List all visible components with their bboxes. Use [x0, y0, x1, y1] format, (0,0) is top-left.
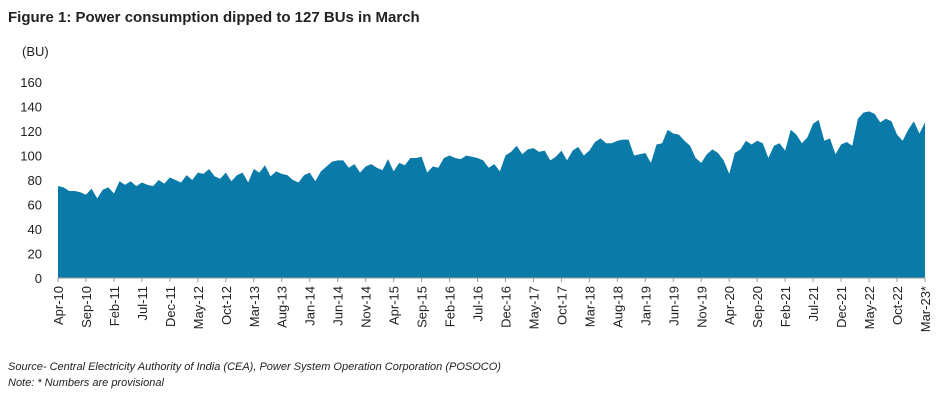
x-tick-label: Dec-21 [834, 286, 849, 328]
x-tick-label: Jul-11 [135, 286, 150, 320]
x-tick-label: Feb-21 [778, 286, 793, 327]
y-tick-label: 80 [28, 173, 42, 188]
x-tick-label: Jan-19 [638, 286, 653, 326]
note: Note: * Numbers are provisional [8, 377, 164, 389]
x-tick-label: Nov-14 [359, 286, 374, 328]
x-tick-label: Mar-13 [247, 286, 262, 327]
x-tick-label: Mar-18 [582, 286, 597, 327]
y-axis-label: (BU) [22, 44, 49, 59]
y-tick-label: 140 [20, 100, 42, 115]
y-tick-label: 60 [28, 198, 42, 213]
x-tick-label: Dec-11 [163, 286, 178, 327]
x-tick-label: Oct-22 [890, 286, 905, 325]
x-tick-label: Jul-21 [806, 286, 821, 321]
source: Source- Central Electricity Authority of… [8, 361, 501, 373]
x-tick-label: Sep-15 [415, 286, 430, 328]
x-tick-label: Feb-11 [107, 286, 122, 326]
y-tick-label: 0 [35, 271, 42, 286]
x-tick-label: May-22 [862, 286, 877, 329]
x-tick-label: Apr-15 [387, 286, 402, 325]
x-tick-label: Jul-16 [471, 286, 486, 321]
x-tick-label: Apr-10 [51, 286, 66, 325]
y-tick-label: 20 [28, 247, 42, 262]
chart-title: Figure 1: Power consumption dipped to 12… [8, 9, 420, 26]
x-tick-label: Dec-16 [498, 286, 513, 328]
x-tick-label: Aug-18 [610, 286, 625, 328]
x-tick-label: Oct-17 [554, 286, 569, 325]
x-tick-label: Mar-23* [918, 286, 933, 332]
x-tick-label: Feb-16 [443, 286, 458, 327]
y-tick-label: 40 [28, 222, 42, 237]
x-tick-label: Jun-14 [331, 286, 346, 326]
y-tick-label: 160 [20, 75, 42, 90]
x-tick-label: Jun-19 [666, 286, 681, 326]
x-tick-label: Sep-10 [79, 286, 94, 328]
x-tick-label: Apr-20 [722, 286, 737, 325]
x-tick-label: Aug-13 [275, 286, 290, 328]
x-tick-label: Sep-20 [750, 286, 765, 328]
x-tick-label: May-12 [191, 286, 206, 329]
y-tick-label: 120 [20, 124, 42, 139]
area [58, 111, 925, 279]
x-tick-label: May-17 [526, 286, 541, 329]
x-tick-label: Nov-19 [694, 286, 709, 328]
x-tick-label: Jan-14 [303, 286, 318, 326]
y-tick-label: 100 [20, 149, 42, 164]
x-tick-label: Oct-12 [219, 286, 234, 325]
